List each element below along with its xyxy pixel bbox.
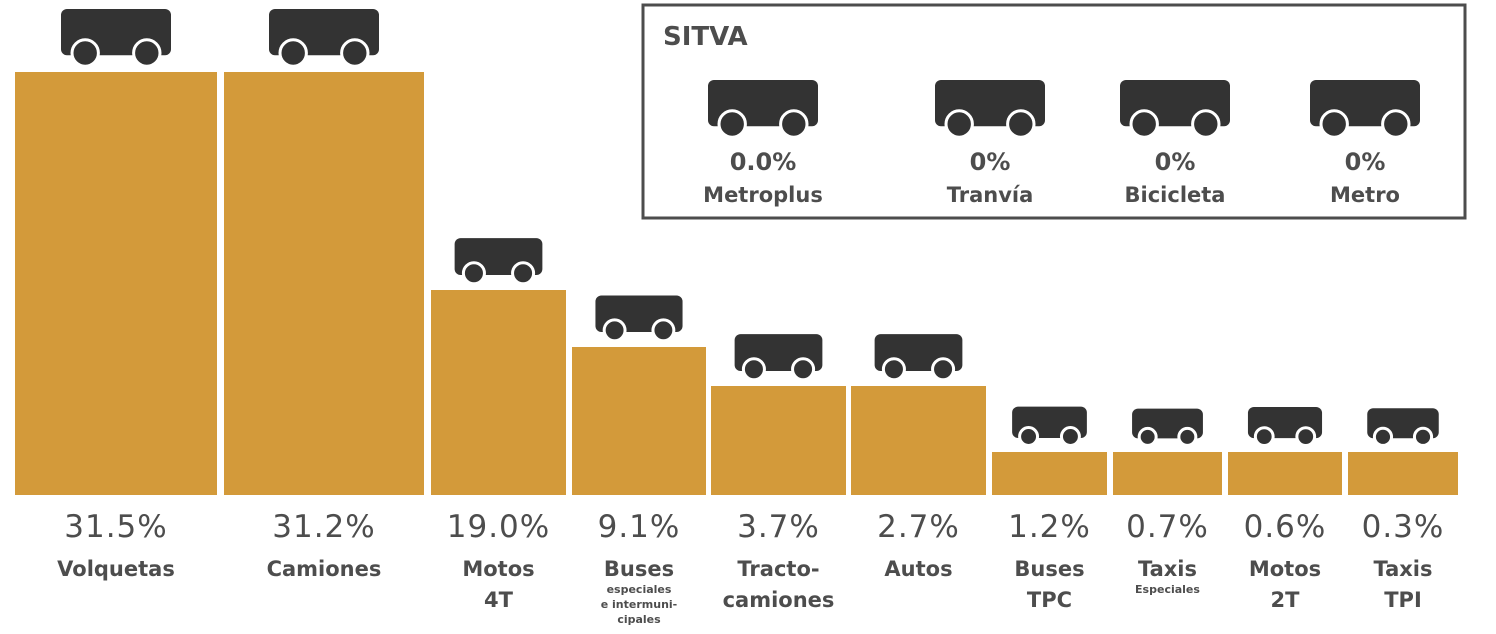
bar bbox=[1228, 452, 1342, 495]
bar-label: Taxis bbox=[1373, 557, 1432, 581]
bar-label: camiones bbox=[723, 588, 835, 612]
bar-label: Motos bbox=[1249, 557, 1321, 581]
icon-wheel bbox=[461, 261, 486, 286]
bar-value: 2.7% bbox=[877, 509, 960, 545]
icon-wheel bbox=[944, 109, 974, 139]
icon-wheel bbox=[717, 109, 747, 139]
icon-wheel bbox=[511, 261, 536, 286]
bar-label: Taxis bbox=[1138, 557, 1197, 581]
bar-value: 0.3% bbox=[1362, 509, 1445, 545]
vehicle-icon bbox=[61, 9, 171, 68]
bar bbox=[992, 452, 1107, 495]
icon-wheel bbox=[791, 357, 816, 382]
sitva-label: Metroplus bbox=[703, 183, 823, 207]
bar-label: 4T bbox=[484, 588, 514, 612]
sitva-value: 0% bbox=[1345, 148, 1386, 176]
icon-wheel bbox=[1129, 109, 1159, 139]
bar bbox=[431, 290, 566, 495]
icon-wheel bbox=[1412, 426, 1434, 447]
bar-value: 0.7% bbox=[1126, 509, 1209, 545]
icon-wheel bbox=[1372, 426, 1394, 447]
bar-label: 2T bbox=[1271, 588, 1301, 612]
icon-wheel bbox=[1191, 109, 1221, 139]
vehicle-icon bbox=[935, 80, 1045, 139]
bar-note: especiales bbox=[607, 583, 672, 596]
bar-value: 19.0% bbox=[447, 509, 550, 545]
bar-label: Buses bbox=[1014, 557, 1084, 581]
icon-wheel bbox=[1137, 426, 1158, 447]
bar bbox=[15, 72, 217, 495]
vehicle-icon bbox=[874, 334, 963, 382]
sitva-title: SITVA bbox=[663, 22, 748, 52]
bar-value: 0.6% bbox=[1244, 509, 1327, 545]
icon-wheel bbox=[881, 357, 906, 382]
bar-label: TPI bbox=[1384, 588, 1422, 612]
bar bbox=[711, 386, 846, 495]
sitva-value: 0.0% bbox=[730, 148, 797, 176]
bar bbox=[1348, 452, 1458, 495]
bar bbox=[851, 386, 986, 495]
bar-value: 31.5% bbox=[64, 509, 167, 545]
vehicle-icon bbox=[1132, 408, 1203, 447]
icon-wheel bbox=[931, 357, 956, 382]
vehicle-icon bbox=[269, 9, 379, 68]
bar-value: 3.7% bbox=[737, 509, 820, 545]
bar-label: Volquetas bbox=[57, 557, 175, 581]
bar-label: Autos bbox=[884, 557, 952, 581]
bar-label: Tracto- bbox=[737, 557, 819, 581]
icon-wheel bbox=[1381, 109, 1411, 139]
bar-label: TPC bbox=[1027, 588, 1072, 612]
bar-value: 1.2% bbox=[1008, 509, 1091, 545]
icon-wheel bbox=[741, 357, 766, 382]
vehicle-icon bbox=[1310, 80, 1420, 139]
icon-wheel bbox=[1253, 426, 1275, 447]
icon-wheel bbox=[779, 109, 809, 139]
bar-label: Buses bbox=[604, 557, 674, 581]
icon-wheel bbox=[70, 38, 100, 68]
sitva-label: Metro bbox=[1330, 183, 1400, 207]
icon-wheel bbox=[1319, 109, 1349, 139]
icon-wheel bbox=[1059, 426, 1081, 447]
bar bbox=[572, 347, 706, 495]
bar-note: e intermuni- bbox=[601, 598, 678, 611]
bar-note: Especiales bbox=[1135, 583, 1200, 596]
vehicle-icon bbox=[595, 295, 683, 343]
bar-value: 31.2% bbox=[272, 509, 375, 545]
bar-note: cipales bbox=[617, 613, 661, 626]
vehicle-icon bbox=[454, 238, 543, 286]
vehicle-icon bbox=[1012, 406, 1087, 447]
vehicle-icon bbox=[734, 334, 823, 382]
bar bbox=[1113, 452, 1222, 495]
bar-value: 9.1% bbox=[598, 509, 681, 545]
sitva-label: Bicicleta bbox=[1125, 183, 1226, 207]
sitva-label: Tranvía bbox=[947, 183, 1034, 207]
icon-wheel bbox=[1018, 426, 1040, 447]
icon-wheel bbox=[340, 38, 370, 68]
sitva-value: 0% bbox=[1155, 148, 1196, 176]
icon-wheel bbox=[602, 318, 627, 343]
vehicle-icon bbox=[708, 80, 818, 139]
icon-wheel bbox=[1177, 426, 1198, 447]
bar-label: Motos bbox=[462, 557, 534, 581]
icon-wheel bbox=[1006, 109, 1036, 139]
icon-wheel bbox=[1295, 426, 1317, 447]
bar-label: Camiones bbox=[267, 557, 382, 581]
sitva-value: 0% bbox=[970, 148, 1011, 176]
icon-wheel bbox=[132, 38, 162, 68]
bar bbox=[224, 72, 424, 495]
icon-wheel bbox=[651, 318, 676, 343]
vehicle-icon bbox=[1247, 406, 1323, 447]
icon-wheel bbox=[278, 38, 308, 68]
vehicle-icon bbox=[1367, 408, 1439, 447]
vehicle-icon bbox=[1120, 80, 1230, 139]
